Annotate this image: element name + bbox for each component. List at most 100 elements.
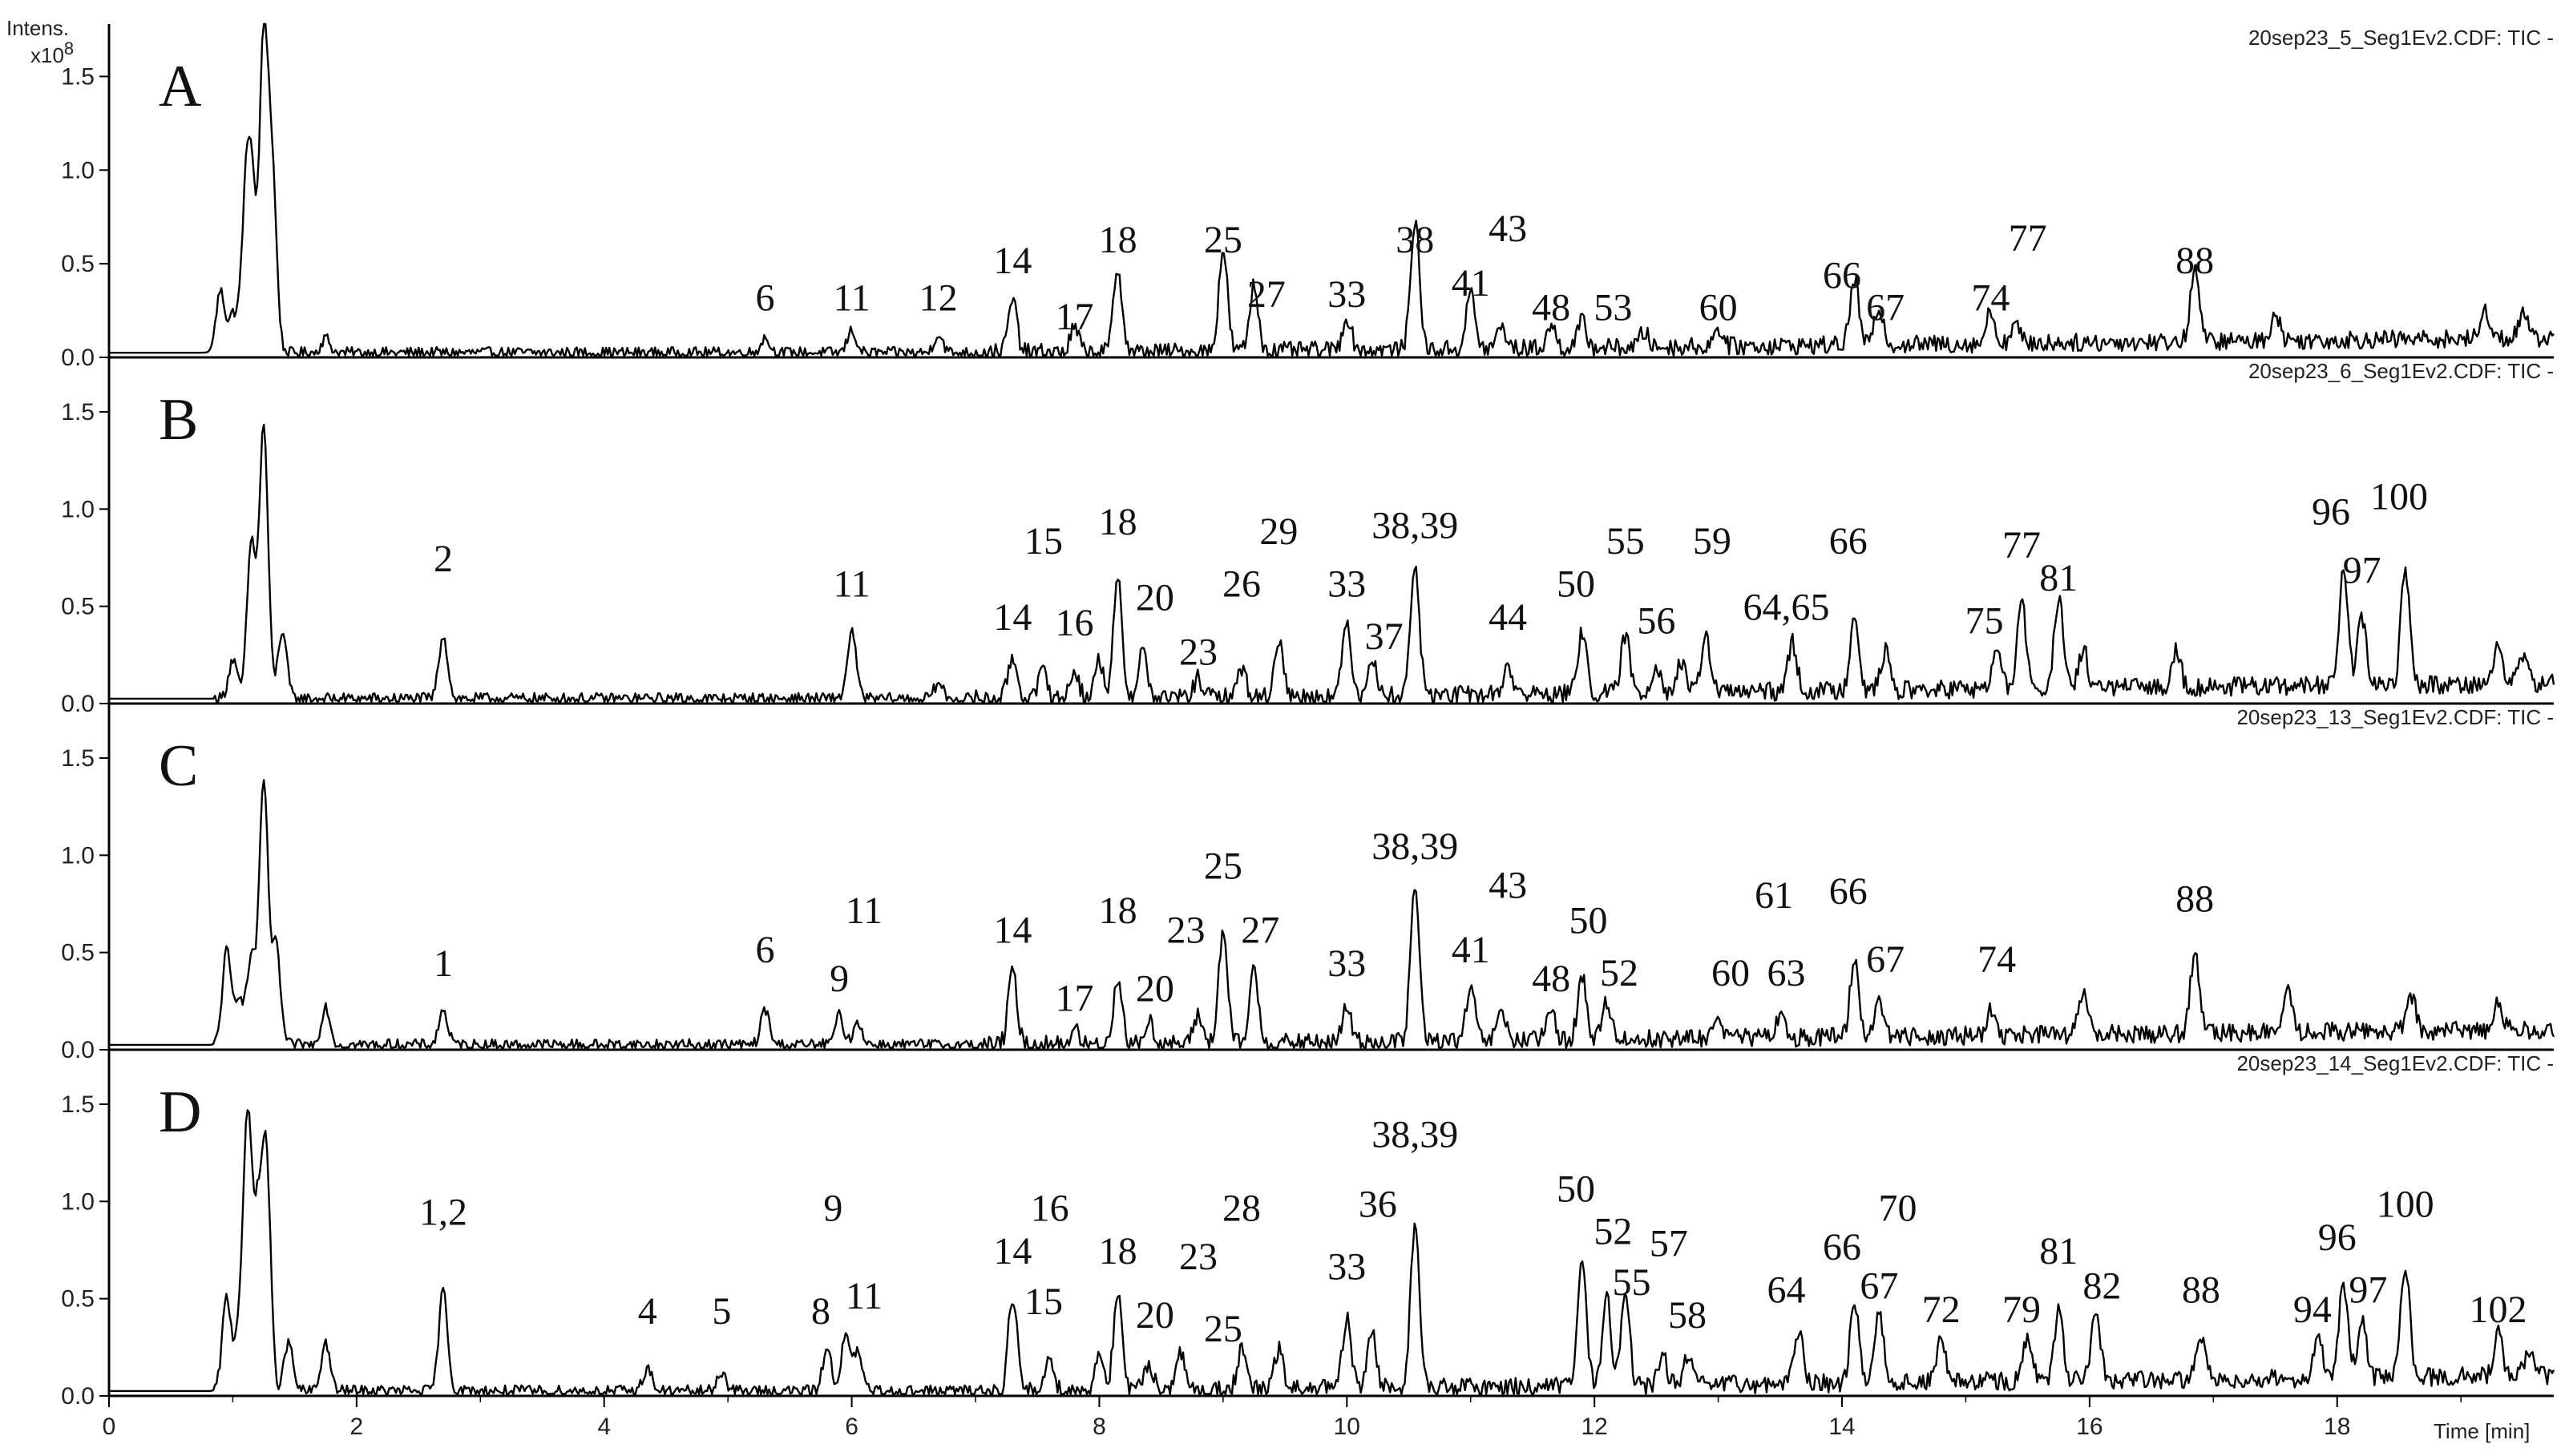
peak-label: 74	[1977, 938, 2016, 981]
y-tick-label: 1.0	[61, 496, 95, 522]
file-label: 20sep23_14_Seg1Ev2.CDF: TIC -	[2236, 1051, 2554, 1075]
peak-label: 15	[1024, 1281, 1063, 1323]
y-tick-label: 0.0	[61, 345, 95, 371]
y-tick-label: 1.5	[61, 1091, 95, 1118]
peak-label: 11	[846, 889, 883, 932]
peak-label: 33	[1327, 273, 1366, 316]
panel-d: 0.0 0.5 1.0 1.5 D 20sep23_14_Seg1Ev2.CDF: TIC…	[61, 1050, 2555, 1410]
peak-label: 1	[434, 942, 453, 985]
peak-label: 97	[2349, 1269, 2387, 1312]
peak-label: 17	[1056, 296, 1094, 338]
peak-label: 77	[2009, 217, 2047, 260]
y-tick-label: 1.0	[61, 157, 95, 184]
tic-trace	[109, 1109, 2555, 1395]
peak-label: 37	[1365, 615, 1404, 658]
panel-b: 0.0 0.5 1.0 1.5 B 20sep23_6_Seg1Ev2.CDF: TIC …	[61, 357, 2555, 717]
peak-label: 94	[2293, 1289, 2332, 1331]
y-tick-label: 0.5	[61, 594, 95, 620]
x-tick-label: 12	[1581, 1414, 1607, 1440]
peak-label: 60	[1711, 952, 1750, 994]
peak-label: 38,39	[1371, 505, 1458, 547]
peak-label: 67	[1866, 286, 1905, 329]
y-tick-label: 0.5	[61, 251, 95, 277]
panel-label: B	[159, 387, 198, 453]
peak-label: 14	[993, 596, 1032, 639]
y-tick-label: 0.0	[61, 691, 95, 717]
peak-label: 72	[1922, 1289, 1961, 1331]
peak-label: 96	[2312, 491, 2350, 534]
peak-label: 81	[2039, 557, 2078, 599]
peak-label: 59	[1693, 520, 1731, 563]
peak-label: 11	[833, 277, 870, 320]
peak-label: 66	[1823, 255, 1861, 297]
peak-label: 14	[993, 909, 1032, 952]
x-tick-label: 4	[597, 1414, 611, 1440]
tic-trace	[109, 423, 2555, 703]
peak-label: 70	[1879, 1188, 1917, 1230]
peak-label: 18	[1099, 889, 1137, 932]
file-label: 20sep23_6_Seg1Ev2.CDF: TIC -	[2248, 359, 2554, 383]
file-label: 20sep23_13_Seg1Ev2.CDF: TIC -	[2236, 705, 2554, 729]
peak-label: 14	[993, 240, 1032, 282]
y-axis-label: Intens.	[6, 16, 69, 40]
peak-label: 50	[1557, 563, 1595, 606]
peak-label: 38,39	[1371, 1113, 1458, 1156]
peak-label: 33	[1327, 942, 1366, 985]
peak-label: 57	[1650, 1222, 1688, 1264]
peak-label: 23	[1179, 631, 1218, 673]
x-tick-label: 16	[2076, 1414, 2102, 1440]
y-tick-label: 1.5	[61, 399, 95, 426]
peak-label: 97	[2343, 550, 2381, 592]
peak-label: 67	[1860, 1265, 1898, 1308]
peak-label: 33	[1327, 1245, 1366, 1288]
peak-label: 88	[2175, 878, 2214, 921]
peak-label: 27	[1241, 909, 1279, 952]
peak-label: 96	[2318, 1216, 2357, 1259]
peak-label: 33	[1327, 563, 1366, 606]
y-tick-label: 1.0	[61, 1188, 95, 1215]
peak-label: 55	[1606, 520, 1645, 563]
peak-label: 67	[1866, 938, 1905, 981]
peak-label: 50	[1557, 1168, 1595, 1210]
peak-label: 20	[1136, 1294, 1174, 1337]
peak-label: 18	[1099, 501, 1137, 543]
panel-label: C	[159, 733, 198, 799]
x-tick-label: 2	[350, 1414, 364, 1440]
peak-label: 11	[833, 563, 870, 606]
peak-label: 1,2	[419, 1191, 467, 1233]
peak-label: 58	[1668, 1294, 1707, 1337]
peak-label: 52	[1600, 952, 1638, 994]
x-tick-label: 6	[845, 1414, 858, 1440]
peak-label: 43	[1489, 865, 1527, 907]
peak-label: 36	[1359, 1184, 1397, 1226]
peak-label: 9	[830, 958, 849, 1000]
peak-label: 66	[1829, 520, 1868, 563]
panel-a: 0.0 0.5 1.0 1.5 A 20sep23_5_Seg1Ev2.CDF: TIC …	[61, 22, 2555, 371]
peak-label: 12	[919, 277, 958, 320]
peak-label: 64	[1767, 1269, 1806, 1312]
peak-label: 15	[1024, 520, 1063, 563]
peak-label: 48	[1532, 286, 1570, 329]
peak-label: 79	[2002, 1289, 2041, 1331]
x-tick-label: 14	[1828, 1414, 1855, 1440]
peak-label: 20	[1136, 967, 1174, 1010]
peak-label: 43	[1489, 208, 1527, 250]
peak-label: 4	[638, 1290, 657, 1333]
peak-label: 14	[993, 1230, 1032, 1272]
peak-label: 9	[823, 1188, 842, 1230]
x-tick-label: 8	[1093, 1414, 1106, 1440]
peak-label: 26	[1222, 563, 1261, 606]
peak-label: 38	[1396, 219, 1434, 261]
peak-label: 66	[1823, 1226, 1861, 1268]
y-tick-label: 1.5	[61, 745, 95, 772]
peak-label: 16	[1056, 602, 1094, 644]
panel-label: A	[159, 54, 201, 119]
peak-label: 50	[1569, 899, 1607, 942]
peak-label: 48	[1532, 958, 1570, 1000]
peak-label: 41	[1452, 262, 1490, 305]
peak-label: 56	[1637, 600, 1675, 643]
peak-label: 41	[1452, 929, 1490, 971]
peak-label: 81	[2039, 1230, 2078, 1272]
peak-label: 88	[2175, 240, 2214, 282]
